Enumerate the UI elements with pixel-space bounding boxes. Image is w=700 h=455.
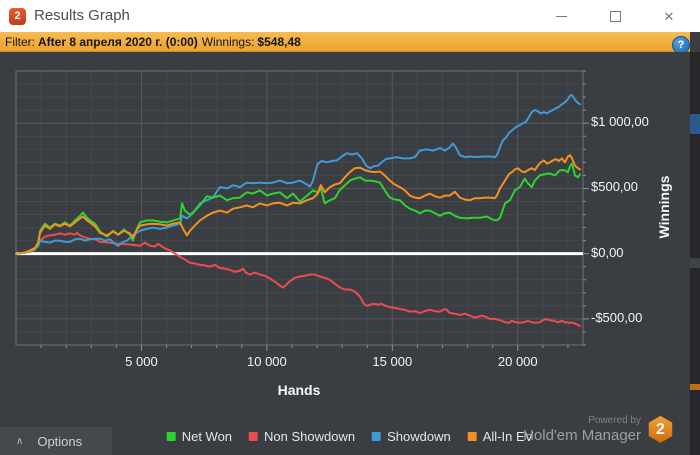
powered-by-block: Powered by Hold'em Manager 2	[523, 415, 673, 444]
legend-label: Showdown	[387, 429, 451, 444]
x-tick-label: 15 000	[372, 354, 413, 369]
x-tick-label: 10 000	[246, 354, 287, 369]
legend-swatch	[372, 432, 382, 441]
filter-bar[interactable]: Filter: After 8 апреля 2020 г. (0:00) Wi…	[0, 32, 690, 52]
results-chart	[15, 70, 589, 351]
legend-swatch	[166, 432, 176, 441]
legend-label: Net Won	[181, 429, 233, 444]
minimize-button[interactable]	[534, 0, 588, 32]
series-line-showdown	[15, 94, 581, 255]
series-line-non-showdown	[15, 231, 581, 328]
legend-item-showdown: Showdown	[372, 429, 451, 444]
holdem-manager-label: Hold'em Manager	[523, 426, 641, 444]
maximize-button[interactable]	[588, 0, 642, 32]
x-tick-label: 5 000	[125, 354, 158, 369]
y-tick-label: $1 000,00	[591, 114, 649, 130]
hm2-logo-icon: 2	[648, 415, 673, 443]
x-axis-title: Hands	[277, 382, 321, 398]
maximize-icon	[609, 10, 621, 22]
window-title: Results Graph	[34, 7, 130, 24]
chevron-up-icon: ∧	[16, 435, 24, 447]
hm2-app-icon: 2	[9, 8, 26, 25]
legend-swatch	[467, 432, 477, 441]
series-line-all-in-ev	[15, 154, 581, 255]
x-tick-label: 20 000	[497, 354, 538, 369]
y-axis-title: Winnings	[656, 175, 672, 239]
chart-legend: Net Won Non Showdown Showdown All-In EV	[166, 429, 534, 444]
legend-item-non-showdown: Non Showdown	[249, 429, 355, 444]
legend-item-all-in-ev: All-In EV	[467, 429, 534, 444]
y-tick-label: $500,00	[591, 179, 638, 195]
legend-item-net-won: Net Won	[166, 429, 233, 444]
legend-label: Non Showdown	[264, 429, 356, 444]
filter-value: After 8 апреля 2020 г. (0:00)	[38, 34, 198, 49]
options-label: Options	[37, 433, 83, 449]
close-button[interactable]: ✕	[642, 0, 696, 32]
winnings-value: $548,48	[257, 34, 301, 49]
minimize-icon	[555, 15, 567, 17]
chart-panel: 5 000 10 000 15 000 20 000 $1 000,00 $500,00 $…	[0, 52, 690, 455]
background-fragment	[690, 114, 700, 134]
background-window-edge	[690, 52, 700, 455]
background-fragment	[690, 258, 700, 268]
y-tick-label: -$500,00	[591, 309, 643, 325]
filter-label: Filter:	[5, 34, 35, 49]
winnings-label: Winnings:	[201, 34, 255, 49]
close-icon: ✕	[663, 8, 675, 24]
legend-swatch	[249, 432, 259, 441]
powered-by-label: Powered by	[588, 415, 641, 426]
options-button[interactable]: ∧ Options	[0, 427, 112, 455]
background-fragment	[690, 384, 700, 390]
title-bar: 2 Results Graph ✕	[0, 0, 700, 32]
y-tick-label: $0,00	[591, 244, 624, 260]
legend-label: All-In EV	[482, 429, 534, 444]
